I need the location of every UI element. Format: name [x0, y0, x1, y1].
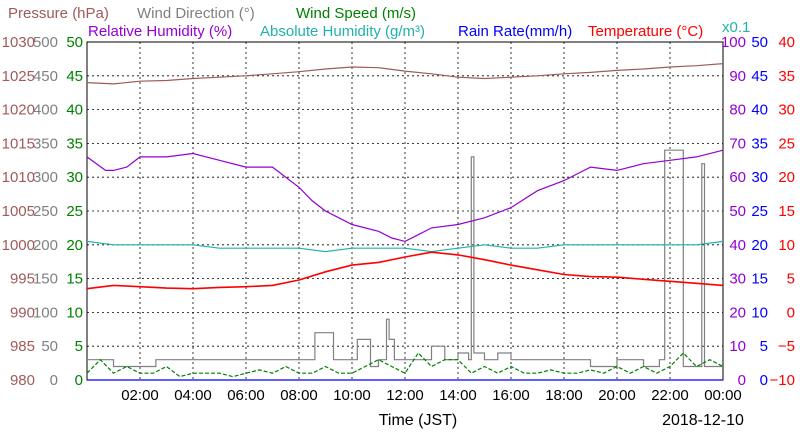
- relative-humidity-tick-label: 80: [729, 102, 746, 119]
- x-tick-label: 08:00: [280, 387, 318, 404]
- rain-rate-tick-label: 25: [751, 203, 768, 220]
- relative-humidity-tick-label: 40: [729, 237, 746, 254]
- legend-wind-direction: Wind Direction (°): [137, 5, 255, 22]
- temperature-tick-label: 15: [778, 203, 795, 220]
- pressure-tick-label: 1015: [2, 135, 35, 152]
- wind-speed-tick-label: 10: [66, 304, 83, 321]
- rain-rate-tick-label: 20: [751, 237, 768, 254]
- wind-speed-tick-label: 0: [75, 372, 83, 389]
- rain-rate-tick-label: 15: [751, 271, 768, 288]
- series-absolute-humidity: [86, 240, 724, 253]
- relative-humidity-tick-label: 30: [729, 271, 746, 288]
- temperature-tick-label: 20: [778, 169, 795, 186]
- wind-speed-tick-label: 15: [66, 271, 83, 288]
- right-axes: 1009080706050403020100504540353025201510…: [721, 34, 795, 389]
- wind-speed-tick-label: 35: [66, 135, 83, 152]
- temperature-tick-label: 30: [778, 102, 795, 119]
- legend-abs-humidity-scale: x0.1: [722, 19, 750, 36]
- x-tick-label: 20:00: [598, 387, 636, 404]
- series-wind-speed: [86, 352, 724, 378]
- wind-speed-tick-label: 30: [66, 169, 83, 186]
- wind-speed-tick-label: 40: [66, 102, 83, 119]
- temperature-tick-label: 25: [778, 135, 795, 152]
- rain-rate-tick-label: 40: [751, 102, 768, 119]
- pressure-tick-label: 995: [10, 271, 35, 288]
- x-tick-label: 16:00: [492, 387, 530, 404]
- legend-wind-speed: Wind Speed (m/s): [296, 5, 416, 22]
- wind-direction-tick-label: 200: [33, 237, 58, 254]
- pressure-tick-label: 1005: [2, 203, 35, 220]
- wind-speed-tick-label: 5: [75, 338, 83, 355]
- left-axes: 1030102510201015101010051000995990985980…: [2, 34, 83, 389]
- pressure-tick-label: 1030: [2, 34, 35, 51]
- pressure-tick-label: 990: [10, 304, 35, 321]
- x-tick-label: 02:00: [121, 387, 159, 404]
- wind-speed-tick-label: 45: [66, 68, 83, 85]
- wind-direction-tick-label: 300: [33, 169, 58, 186]
- x-axis: 02:00 04:00 06:00 08:00 10:00 12:00 14:00 16:00…: [121, 387, 742, 404]
- relative-humidity-tick-label: 20: [729, 304, 746, 321]
- pressure-tick-label: 1020: [2, 102, 35, 119]
- rain-rate-tick-label: 50: [751, 34, 768, 51]
- legend-pressure: Pressure (hPa): [8, 5, 109, 22]
- x-tick-label: 14:00: [439, 387, 477, 404]
- temperature-tick-label: 35: [778, 68, 795, 85]
- wind-direction-tick-label: 400: [33, 102, 58, 119]
- x-axis-title: Time (JST): [379, 412, 458, 429]
- relative-humidity-tick-label: 10: [729, 338, 746, 355]
- series-layer: [86, 63, 724, 381]
- wind-direction-tick-label: 100: [33, 304, 58, 321]
- pressure-tick-label: 985: [10, 338, 35, 355]
- x-tick-label: 10:00: [333, 387, 371, 404]
- x-tick-label: 22:00: [651, 387, 689, 404]
- series-temperature: [86, 251, 724, 290]
- temperature-tick-label: −5: [778, 338, 795, 355]
- x-tick-label: 06:00: [227, 387, 265, 404]
- series-relative-humidity: [86, 149, 724, 243]
- wind-speed-tick-label: 25: [66, 203, 83, 220]
- rain-rate-tick-label: 10: [751, 304, 768, 321]
- temperature-tick-label: 10: [778, 237, 795, 254]
- x-tick-label: 00:00: [704, 387, 742, 404]
- rain-rate-tick-label: 5: [760, 338, 768, 355]
- wind-direction-tick-label: 350: [33, 135, 58, 152]
- wind-direction-tick-label: 150: [33, 271, 58, 288]
- series-pressure: [86, 63, 724, 85]
- pressure-tick-label: 1000: [2, 237, 35, 254]
- wind-speed-tick-label: 50: [66, 34, 83, 51]
- wind-direction-tick-label: 50: [41, 338, 58, 355]
- wind-direction-tick-label: 450: [33, 68, 58, 85]
- relative-humidity-tick-label: 90: [729, 68, 746, 85]
- series-wind-direction: [87, 149, 723, 368]
- temperature-tick-label: 40: [778, 34, 795, 51]
- wind-speed-tick-label: 20: [66, 237, 83, 254]
- pressure-tick-label: 1010: [2, 169, 35, 186]
- pressure-tick-label: 1025: [2, 68, 35, 85]
- wind-direction-tick-label: 250: [33, 203, 58, 220]
- x-tick-label: 04:00: [174, 387, 212, 404]
- temperature-tick-label: −10: [770, 372, 795, 389]
- rain-rate-tick-label: 35: [751, 135, 768, 152]
- x-tick-label: 18:00: [545, 387, 583, 404]
- wind-direction-tick-label: 0: [50, 372, 58, 389]
- relative-humidity-tick-label: 0: [738, 372, 746, 389]
- legend-absolute-humidity: Absolute Humidity (g/m³): [260, 23, 425, 40]
- temperature-tick-label: 5: [787, 271, 795, 288]
- x-tick-label: 12:00: [386, 387, 424, 404]
- legend-rain-rate: Rain Rate(mm/h): [458, 23, 572, 40]
- wind-direction-tick-label: 500: [33, 34, 58, 51]
- rain-rate-tick-label: 30: [751, 169, 768, 186]
- rain-rate-tick-label: 45: [751, 68, 768, 85]
- legend-relative-humidity: Relative Humidity (%): [88, 23, 232, 40]
- pressure-tick-label: 980: [10, 372, 35, 389]
- relative-humidity-tick-label: 50: [729, 203, 746, 220]
- relative-humidity-tick-label: 60: [729, 169, 746, 186]
- relative-humidity-tick-label: 70: [729, 135, 746, 152]
- legend-temperature: Temperature (°C): [588, 23, 703, 40]
- temperature-tick-label: 0: [787, 304, 795, 321]
- rain-rate-tick-label: 0: [760, 372, 768, 389]
- date-label: 2018-12-10: [662, 412, 744, 429]
- relative-humidity-tick-label: 100: [721, 34, 746, 51]
